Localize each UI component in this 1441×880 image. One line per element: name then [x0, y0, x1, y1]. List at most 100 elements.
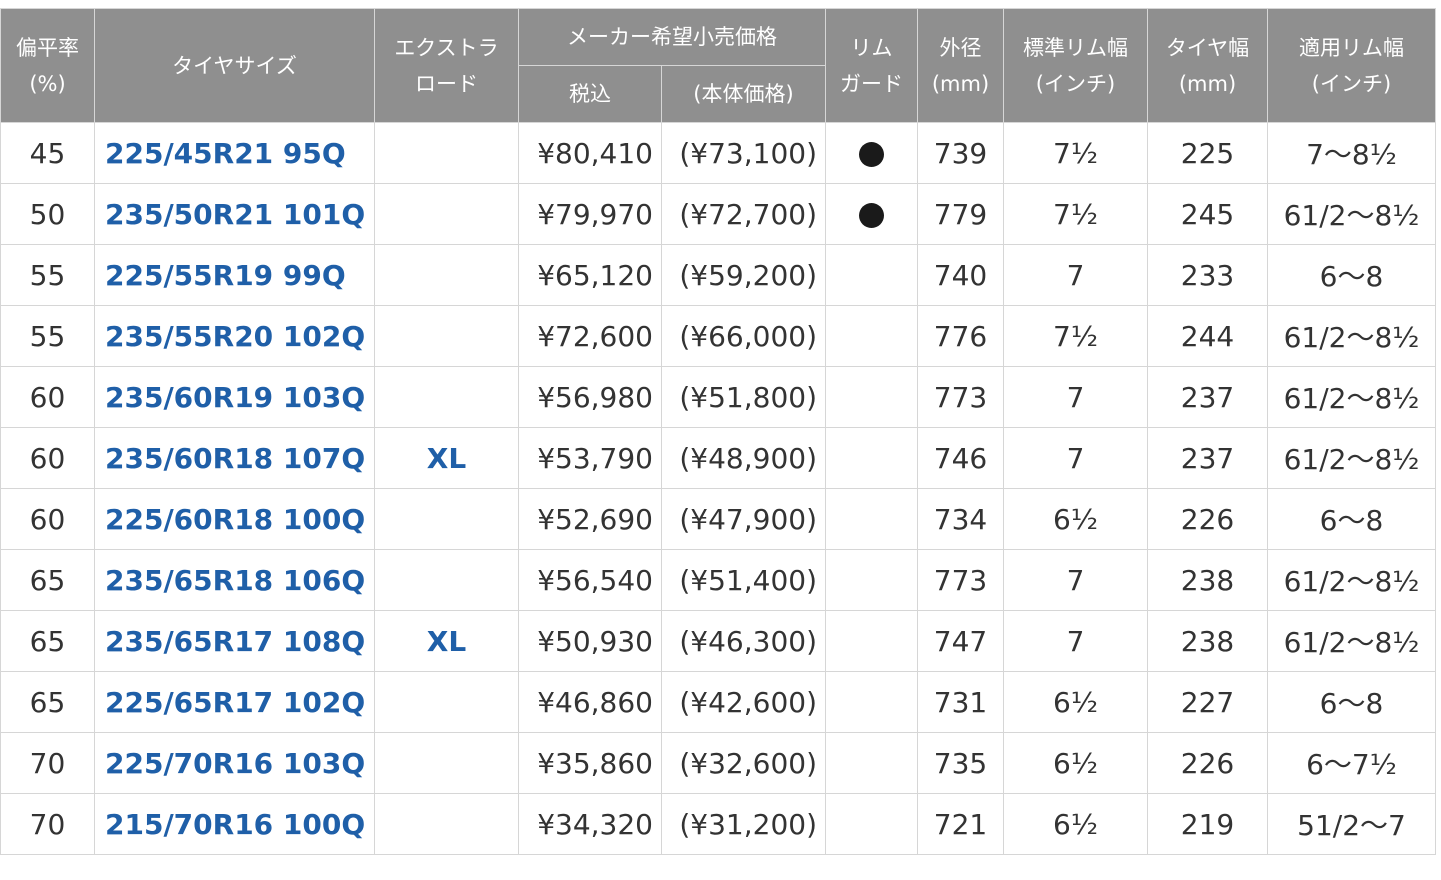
base-price-cell: (¥42,600)	[661, 671, 826, 733]
applicable-rim-width-cell: 61/2〜8½	[1267, 549, 1436, 611]
base-price-cell: (¥59,200)	[661, 244, 826, 306]
tire-size-link[interactable]: 225/60R18 100Q	[94, 488, 375, 550]
std-rim-width-cell: 6½	[1003, 732, 1148, 794]
table-row: 65 225/65R17 102Q ¥46,860 (¥42,600) 731 6½ 227…	[0, 671, 1436, 733]
aspect-ratio-cell: 55	[0, 305, 95, 367]
rim-guard-cell	[825, 793, 918, 855]
tire-size-link[interactable]: 235/60R18 107Q	[94, 427, 375, 489]
aspect-ratio-cell: 70	[0, 732, 95, 794]
aspect-ratio-cell: 65	[0, 671, 95, 733]
outer-diameter-cell: 746	[917, 427, 1004, 489]
tire-width-cell: 219	[1147, 793, 1268, 855]
tire-width-cell: 225	[1147, 122, 1268, 184]
base-price-cell: (¥48,900)	[661, 427, 826, 489]
tire-width-cell: 226	[1147, 732, 1268, 794]
aspect-ratio-cell: 50	[0, 183, 95, 245]
table-row: 55 225/55R19 99Q ¥65,120 (¥59,200) 740 7 233 6〜…	[0, 244, 1436, 306]
applicable-rim-width-cell: 6〜8	[1267, 244, 1436, 306]
outer-diameter-cell: 747	[917, 610, 1004, 672]
tire-size-link[interactable]: 225/45R21 95Q	[94, 122, 375, 184]
rim-guard-cell	[825, 610, 918, 672]
applicable-rim-width-cell: 61/2〜8½	[1267, 183, 1436, 245]
tire-width-cell: 237	[1147, 366, 1268, 428]
applicable-rim-width-cell: 61/2〜8½	[1267, 366, 1436, 428]
header-tire-width: タイヤ幅 (mm)	[1147, 8, 1268, 123]
outer-diameter-cell: 779	[917, 183, 1004, 245]
std-rim-width-cell: 7½	[1003, 305, 1148, 367]
tire-size-link[interactable]: 225/70R16 103Q	[94, 732, 375, 794]
applicable-rim-width-cell: 51/2〜7	[1267, 793, 1436, 855]
applicable-rim-width-cell: 61/2〜8½	[1267, 427, 1436, 489]
tire-size-link[interactable]: 235/60R19 103Q	[94, 366, 375, 428]
tire-size-link[interactable]: 235/65R18 106Q	[94, 549, 375, 611]
extra-load-cell	[374, 793, 519, 855]
rim-guard-cell	[825, 244, 918, 306]
aspect-ratio-cell: 60	[0, 488, 95, 550]
header-tax-incl: 税込	[518, 65, 662, 123]
extra-load-cell	[374, 183, 519, 245]
tire-width-cell: 227	[1147, 671, 1268, 733]
tire-size-link[interactable]: 235/65R17 108Q	[94, 610, 375, 672]
extra-load-cell: XL	[374, 427, 519, 489]
header-base-price: (本体価格)	[661, 65, 826, 123]
price-tax-incl-cell: ¥80,410	[518, 122, 662, 184]
price-tax-incl-cell: ¥35,860	[518, 732, 662, 794]
applicable-rim-width-cell: 6〜7½	[1267, 732, 1436, 794]
extra-load-cell	[374, 671, 519, 733]
price-tax-incl-cell: ¥34,320	[518, 793, 662, 855]
applicable-rim-width-cell: 61/2〜8½	[1267, 305, 1436, 367]
tire-size-link[interactable]: 215/70R16 100Q	[94, 793, 375, 855]
applicable-rim-width-cell: 61/2〜8½	[1267, 610, 1436, 672]
std-rim-width-cell: 7	[1003, 244, 1148, 306]
outer-diameter-cell: 773	[917, 549, 1004, 611]
rim-guard-cell	[825, 671, 918, 733]
extra-load-cell	[374, 488, 519, 550]
base-price-cell: (¥47,900)	[661, 488, 826, 550]
std-rim-width-cell: 7½	[1003, 122, 1148, 184]
aspect-ratio-cell: 70	[0, 793, 95, 855]
outer-diameter-cell: 734	[917, 488, 1004, 550]
price-tax-incl-cell: ¥50,930	[518, 610, 662, 672]
aspect-ratio-cell: 60	[0, 427, 95, 489]
applicable-rim-width-cell: 6〜8	[1267, 671, 1436, 733]
tire-width-cell: 238	[1147, 549, 1268, 611]
outer-diameter-cell: 776	[917, 305, 1004, 367]
applicable-rim-width-cell: 6〜8	[1267, 488, 1436, 550]
header-std-rim-width: 標準リム幅 (インチ)	[1003, 8, 1148, 123]
price-tax-incl-cell: ¥52,690	[518, 488, 662, 550]
tire-size-link[interactable]: 235/55R20 102Q	[94, 305, 375, 367]
tire-size-link[interactable]: 235/50R21 101Q	[94, 183, 375, 245]
header-tire-size: タイヤサイズ	[94, 8, 375, 123]
tire-width-cell: 245	[1147, 183, 1268, 245]
extra-load-cell	[374, 305, 519, 367]
tire-size-table-container: 偏平率 (%) タイヤサイズ エクストラ ロード メーカー希望小売価格 リム ガ…	[0, 8, 1436, 855]
base-price-cell: (¥66,000)	[661, 305, 826, 367]
base-price-cell: (¥72,700)	[661, 183, 826, 245]
aspect-ratio-cell: 65	[0, 610, 95, 672]
tire-width-cell: 237	[1147, 427, 1268, 489]
base-price-cell: (¥31,200)	[661, 793, 826, 855]
price-tax-incl-cell: ¥65,120	[518, 244, 662, 306]
extra-load-cell	[374, 244, 519, 306]
applicable-rim-width-cell: 7〜8½	[1267, 122, 1436, 184]
tire-size-link[interactable]: 225/55R19 99Q	[94, 244, 375, 306]
tire-size-link[interactable]: 225/65R17 102Q	[94, 671, 375, 733]
std-rim-width-cell: 7	[1003, 427, 1148, 489]
base-price-cell: (¥51,400)	[661, 549, 826, 611]
price-tax-incl-cell: ¥53,790	[518, 427, 662, 489]
header-msrp: メーカー希望小売価格	[518, 8, 826, 66]
base-price-cell: (¥73,100)	[661, 122, 826, 184]
table-row: 60 235/60R19 103Q ¥56,980 (¥51,800) 773 7 237 6…	[0, 366, 1436, 428]
rim-guard-cell	[825, 488, 918, 550]
extra-load-cell	[374, 366, 519, 428]
outer-diameter-cell: 740	[917, 244, 1004, 306]
table-row: 65 235/65R18 106Q ¥56,540 (¥51,400) 773 7 238 6…	[0, 549, 1436, 611]
extra-load-cell: XL	[374, 610, 519, 672]
price-tax-incl-cell: ¥79,970	[518, 183, 662, 245]
aspect-ratio-cell: 45	[0, 122, 95, 184]
rim-guard-cell	[825, 305, 918, 367]
std-rim-width-cell: 7	[1003, 610, 1148, 672]
extra-load-cell	[374, 549, 519, 611]
outer-diameter-cell: 721	[917, 793, 1004, 855]
header-outer-diameter: 外径 (mm)	[917, 8, 1004, 123]
